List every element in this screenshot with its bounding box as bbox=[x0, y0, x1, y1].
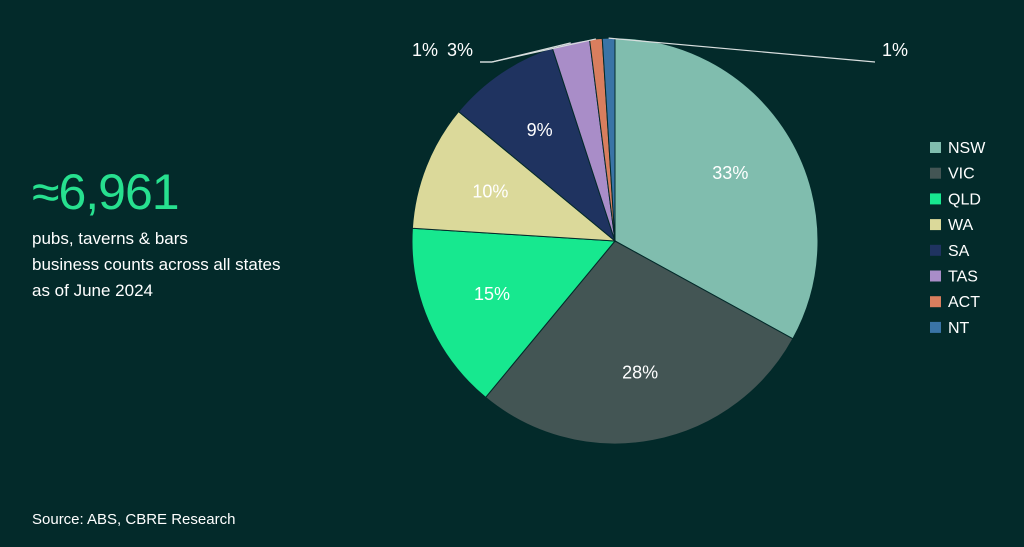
leader-lines bbox=[480, 37, 876, 63]
slice-vic bbox=[484, 240, 794, 445]
legend-label-sa: SA bbox=[948, 243, 970, 260]
headline-line-2: business counts across all states bbox=[32, 255, 281, 274]
headline-line-1: pubs, taverns & bars bbox=[32, 229, 188, 248]
pie-slices bbox=[411, 37, 819, 445]
slice-label-act: 1% bbox=[412, 40, 438, 60]
legend-swatch-nt bbox=[930, 321, 941, 333]
leader-line-act bbox=[480, 38, 597, 63]
slice-label-wa: 10% bbox=[472, 182, 508, 202]
slice-label-sa: 9% bbox=[527, 120, 553, 140]
legend-swatch-tas bbox=[930, 270, 941, 282]
slice-nsw bbox=[614, 37, 819, 340]
legend-swatch-qld bbox=[930, 193, 941, 205]
legend-swatch-sa bbox=[930, 244, 941, 256]
legend: NSW VIC QLD WA SA TAS ACT NT bbox=[930, 140, 986, 337]
legend-swatch-act bbox=[930, 296, 941, 308]
legend-label-qld: QLD bbox=[948, 191, 981, 208]
legend-swatch-wa bbox=[930, 219, 941, 231]
slice-labels: 33% 28% 15% 10% 9% 3% 1% 1% bbox=[412, 40, 908, 383]
source-note: Source: ABS, CBRE Research bbox=[32, 511, 236, 528]
headline-value: ≈6,961 bbox=[32, 164, 180, 220]
legend-label-nt: NT bbox=[948, 320, 970, 337]
slice-label-vic: 28% bbox=[622, 363, 658, 383]
slice-label-tas: 3% bbox=[447, 40, 473, 60]
legend-label-wa: WA bbox=[948, 217, 974, 234]
legend-label-vic: VIC bbox=[948, 166, 975, 183]
legend-label-tas: TAS bbox=[948, 269, 978, 286]
headline-description: pubs, taverns & bars business counts acr… bbox=[32, 226, 281, 304]
slice-label-qld: 15% bbox=[474, 284, 510, 304]
slice-qld bbox=[411, 227, 617, 399]
slice-wa bbox=[411, 110, 617, 242]
headline-line-3: as of June 2024 bbox=[32, 281, 153, 300]
slice-label-nt: 1% bbox=[882, 40, 908, 60]
legend-swatch-vic bbox=[930, 167, 941, 179]
leader-line-nt bbox=[608, 37, 876, 63]
headline-stat: ≈6,961 pubs, taverns & bars business cou… bbox=[32, 166, 281, 304]
legend-label-act: ACT bbox=[948, 294, 980, 311]
slice-label-nsw: 33% bbox=[712, 163, 748, 183]
legend-label-nsw: NSW bbox=[948, 140, 986, 157]
legend-swatch-nsw bbox=[930, 142, 941, 153]
